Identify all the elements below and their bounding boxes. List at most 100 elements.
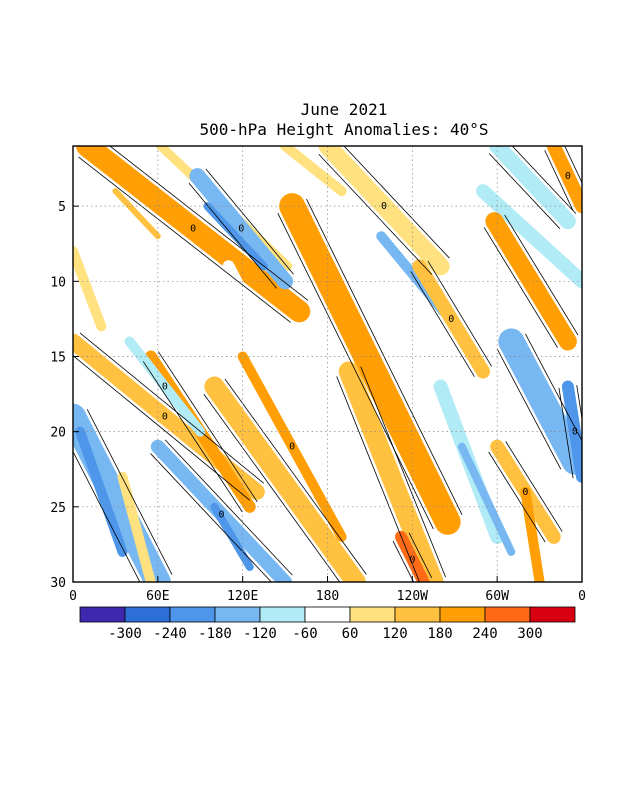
anomaly-band-14 xyxy=(476,184,582,289)
contour-line-7-1 xyxy=(306,198,463,515)
contour-label: 0 xyxy=(162,382,168,393)
contour-line-0-0 xyxy=(78,156,291,323)
contour-label: 0 xyxy=(565,171,571,182)
colorbar-swatch xyxy=(169,606,216,623)
contour-line-13-0 xyxy=(488,153,561,229)
anomaly-band-7 xyxy=(279,193,461,535)
colorbar-label: 180 xyxy=(427,626,452,642)
y-axis: 5 10 15 20 25 30 xyxy=(50,200,79,591)
anomaly-band-8 xyxy=(338,361,444,582)
anomaly-band-34 xyxy=(117,471,156,582)
contour-line-17-1 xyxy=(525,333,582,442)
contour-line-24-1 xyxy=(79,332,265,484)
anomaly-band-10 xyxy=(341,199,483,394)
grid-lines xyxy=(73,146,582,582)
y-tick-label: 20 xyxy=(50,426,66,441)
contour-line-3-0 xyxy=(188,182,277,289)
x-tick-label: 0 xyxy=(578,589,586,604)
contour-line-30-0 xyxy=(150,453,272,582)
contour-label: 0 xyxy=(238,224,244,235)
x-tick-label: 120E xyxy=(227,589,258,604)
y-tick-label: 10 xyxy=(50,275,66,290)
contour-line-3-1 xyxy=(205,168,294,275)
contour-label: 0 xyxy=(162,412,168,423)
anomaly-band-3 xyxy=(189,168,294,290)
x-axis: 0 60E 120E 180 120W 60W 0 xyxy=(69,576,586,604)
contour-line-26-0 xyxy=(203,393,341,582)
colorbar-label: -60 xyxy=(292,626,317,642)
colorbar-label: -120 xyxy=(243,626,277,642)
anomaly-band-2 xyxy=(112,188,161,240)
colorbar-swatch xyxy=(394,606,441,623)
colorbar-swatch xyxy=(124,606,171,623)
contour-line-18-0 xyxy=(558,387,574,479)
y-tick-label: 15 xyxy=(50,350,66,365)
colorbar: -300 -240 -180 -120 -60 60 120 180 240 300 xyxy=(79,606,576,642)
contour-line-12-1 xyxy=(427,260,492,367)
colorbar-swatch xyxy=(349,606,396,623)
contour-line-26-1 xyxy=(224,378,367,575)
colorbar-swatch xyxy=(259,606,306,623)
contour-label: 0 xyxy=(448,314,454,325)
contour-label: 0 xyxy=(289,442,295,453)
anomaly-band-31 xyxy=(210,502,254,571)
contour-line-25-0 xyxy=(142,361,243,512)
colorbar-swatch xyxy=(484,606,531,623)
anomaly-fields xyxy=(73,146,582,582)
contour-line-0-1 xyxy=(109,146,309,301)
x-tick-label: 60E xyxy=(146,589,169,604)
colorbar-label: 120 xyxy=(382,626,407,642)
anomaly-band-23 xyxy=(73,246,107,332)
x-tick-label: 0 xyxy=(69,589,77,604)
x-tick-label: 120W xyxy=(397,589,428,604)
colorbar-swatch xyxy=(529,606,576,623)
zero-contours: 0 0 0 0 0 0 0 0 0 0 0 0 xyxy=(73,146,582,582)
anomaly-band-12 xyxy=(412,259,491,379)
contour-line-17-0 xyxy=(496,348,562,470)
anomaly-band-5 xyxy=(280,146,347,197)
contour-line-15-1 xyxy=(564,146,582,184)
contour-line-21-1 xyxy=(505,441,563,532)
anomaly-band-17 xyxy=(498,328,582,475)
colorbar-swatch xyxy=(304,606,351,623)
contour-line-13-1 xyxy=(511,146,577,214)
contour-label: 0 xyxy=(522,487,528,498)
contour-label: 0 xyxy=(190,224,196,235)
contour-line-8-0 xyxy=(336,376,420,582)
anomaly-band-18 xyxy=(561,380,582,483)
colorbar-label: 300 xyxy=(517,626,542,642)
anomaly-band-15 xyxy=(546,146,582,214)
contour-line-9-1 xyxy=(408,532,433,579)
x-tick-label: 180 xyxy=(316,589,339,604)
contour-label: 0 xyxy=(572,427,578,438)
colorbar-label: -240 xyxy=(153,626,187,642)
anomaly-band-26 xyxy=(204,376,366,582)
chart-subtitle: 500-hPa Height Anomalies: 40°S xyxy=(200,120,489,139)
y-tick-label: 30 xyxy=(50,576,66,591)
colorbar-label: -300 xyxy=(108,626,142,642)
chart-title: June 2021 xyxy=(301,100,388,119)
anomaly-band-29 xyxy=(75,426,128,557)
contour-line-9-0 xyxy=(392,540,415,582)
anomaly-band-32 xyxy=(222,260,306,408)
contour-line-12-0 xyxy=(410,271,475,377)
anomaly-band-20 xyxy=(457,442,516,556)
anomaly-band-13 xyxy=(489,146,576,230)
colorbar-label: 240 xyxy=(472,626,497,642)
anomaly-band-0 xyxy=(76,146,311,323)
contour-line-18-1 xyxy=(576,385,582,422)
colorbar-swatch xyxy=(439,606,486,623)
contour-label: 0 xyxy=(381,201,387,212)
contour-line-25-1 xyxy=(157,351,258,503)
contour-line-6-0 xyxy=(318,153,433,275)
y-tick-label: 5 xyxy=(58,200,66,215)
y-tick-label: 25 xyxy=(50,501,66,516)
contour-line-6-1 xyxy=(343,146,450,259)
contour-label: 0 xyxy=(409,554,415,565)
colorbar-swatch xyxy=(79,606,126,623)
contour-line-7-0 xyxy=(277,213,434,530)
x-tick-label: 60W xyxy=(485,589,509,604)
contour-line-15-0 xyxy=(544,150,574,211)
colorbar-swatch xyxy=(214,606,261,623)
